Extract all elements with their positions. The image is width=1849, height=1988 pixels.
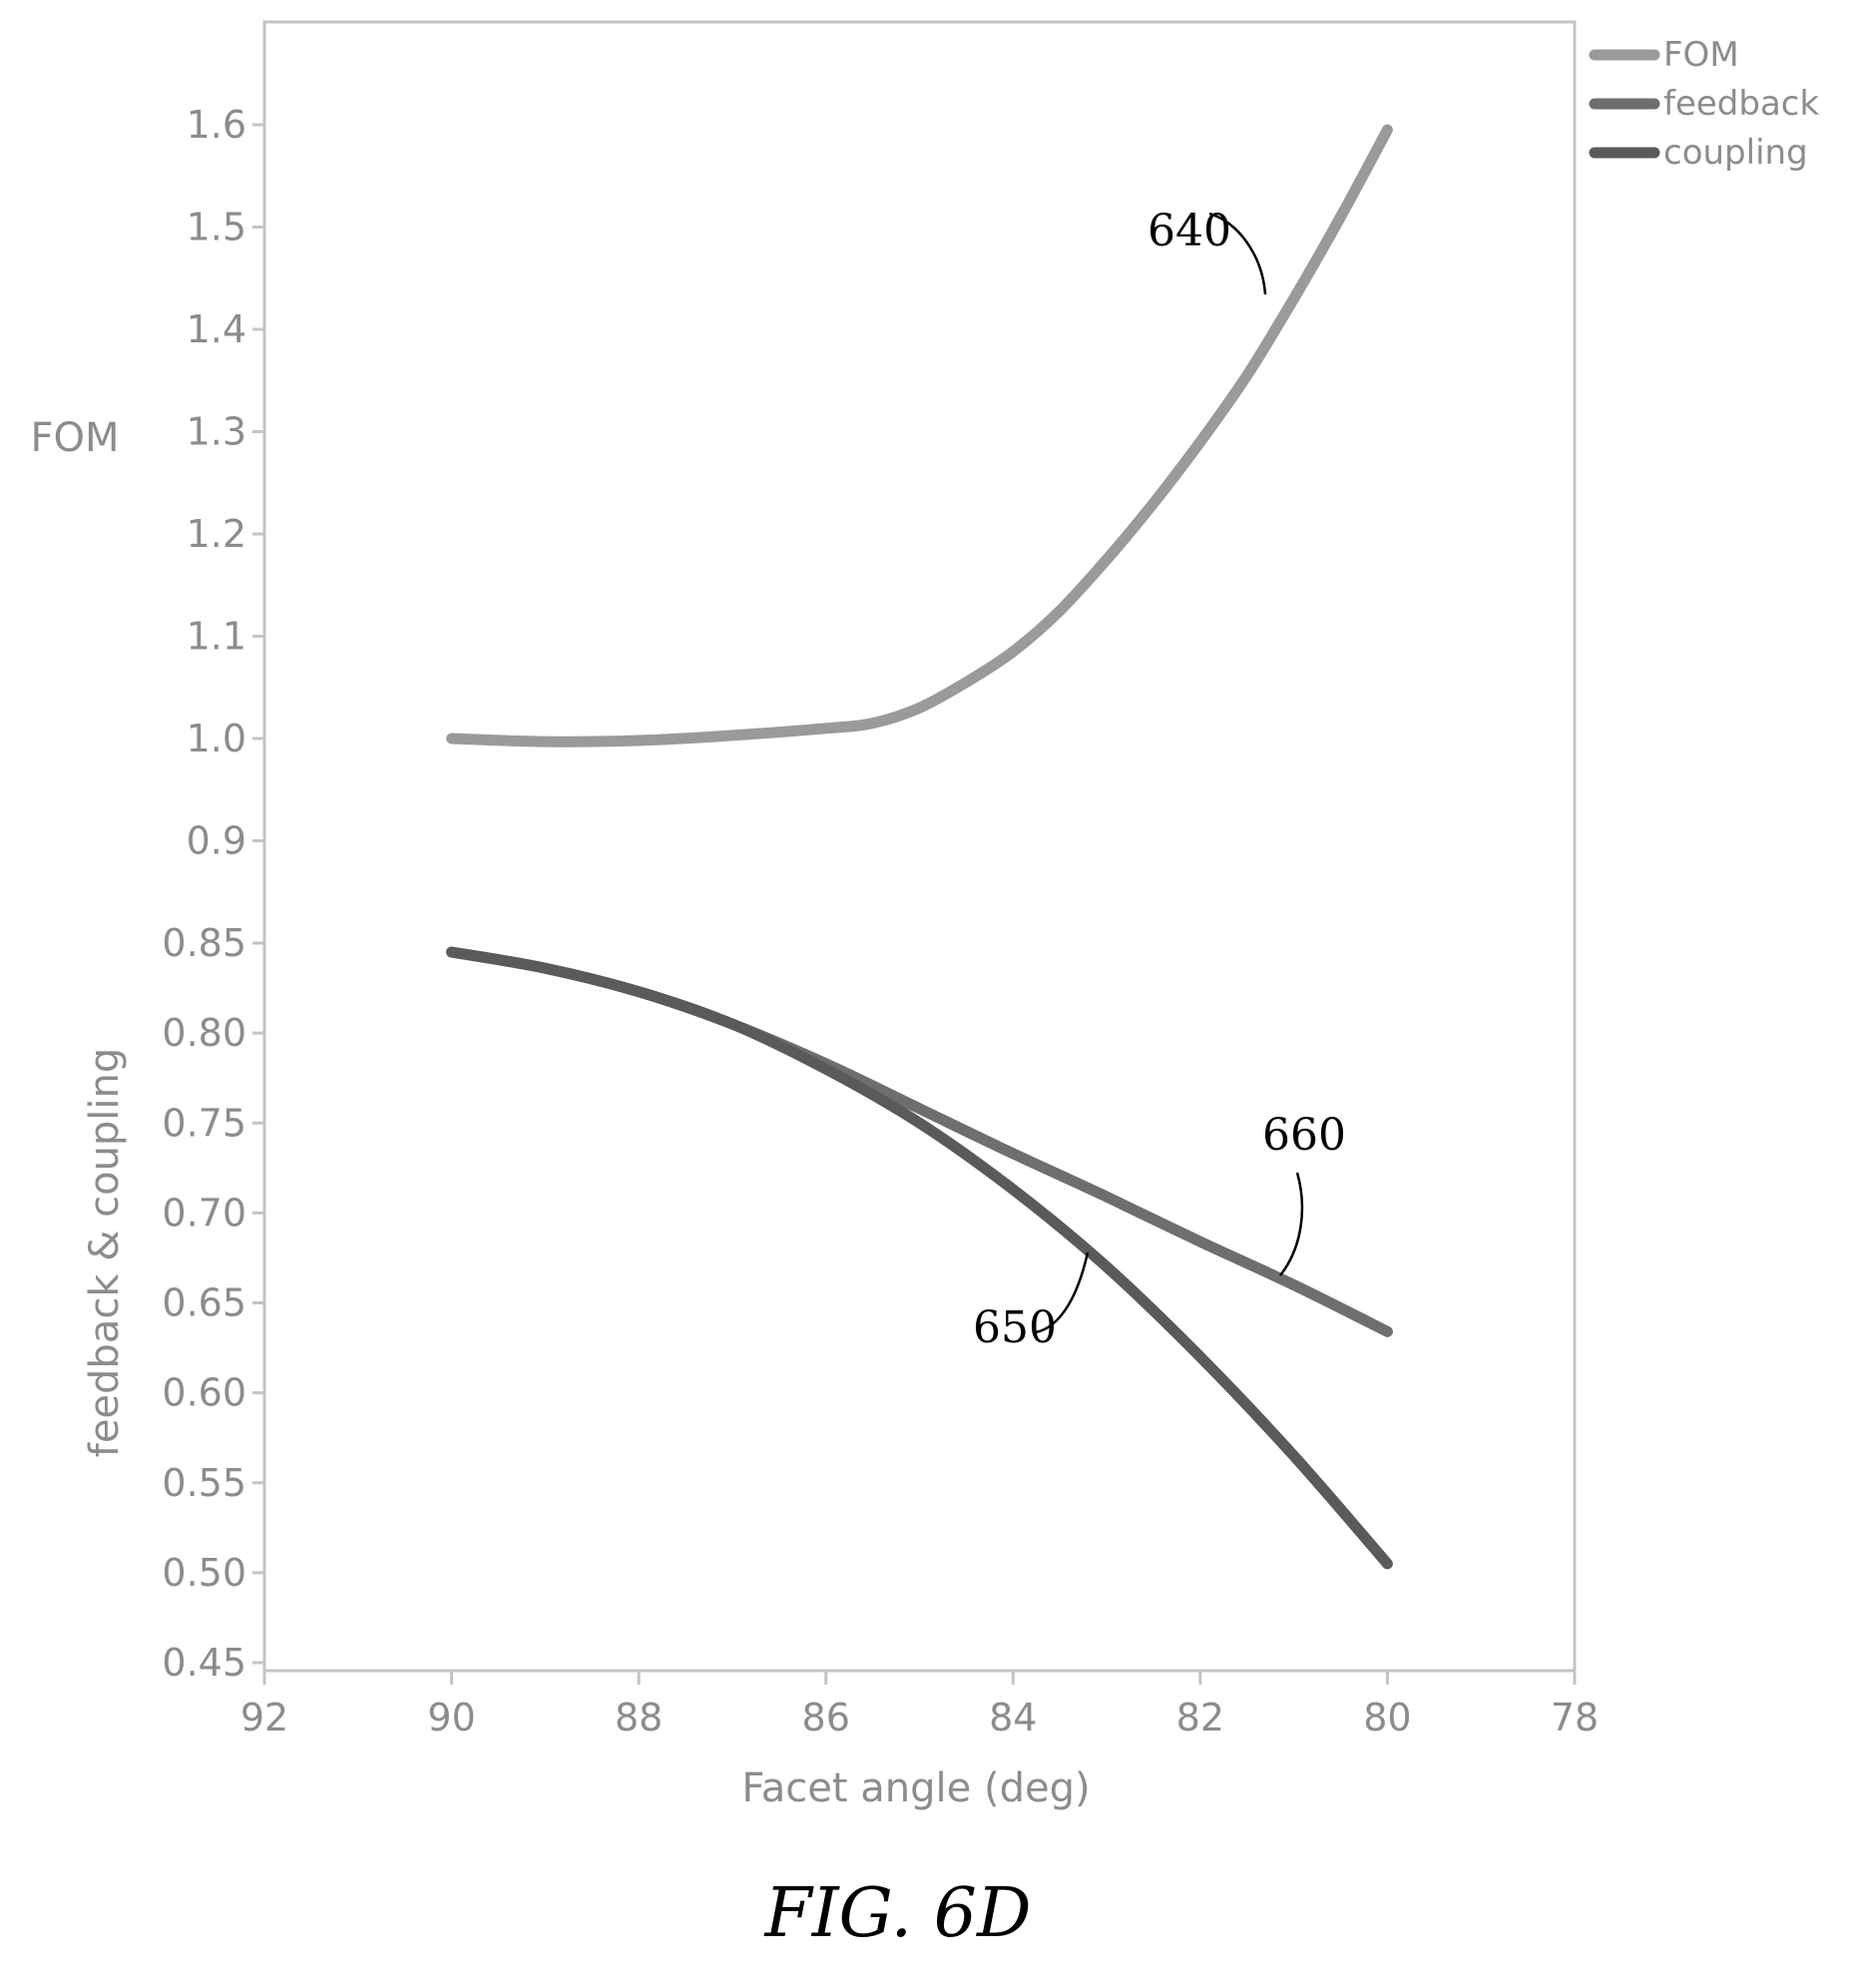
y-tick-label: 0.45 bbox=[162, 1641, 246, 1685]
y-tick-label: 1.2 bbox=[187, 512, 246, 556]
y-tick-label: 0.60 bbox=[162, 1371, 246, 1415]
series-layer bbox=[446, 124, 1393, 1570]
x-axis-title: Facet angle (deg) bbox=[741, 1765, 1090, 1811]
y-axis: 1.0 1.1 1.2 1.3 1.4 1.5 1.6 0.45 0.50 0.55 0.60 0.6… bbox=[162, 103, 264, 1685]
figure-caption: FIG. 6D bbox=[763, 1874, 1032, 1953]
x-axis: 92 90 88 86 84 82 80 78 bbox=[240, 1671, 1599, 1740]
y-tick-label: 1.3 bbox=[187, 410, 246, 454]
y-tick-label: 1.5 bbox=[187, 206, 246, 249]
annotation-660: 660 bbox=[1262, 1110, 1346, 1161]
x-tick-label: 78 bbox=[1551, 1696, 1599, 1740]
x-tick-label: 90 bbox=[427, 1696, 475, 1740]
y-tick-label: 1.0 bbox=[187, 717, 246, 760]
legend: FOM feedback coupling bbox=[1589, 35, 1819, 173]
x-tick-label: 84 bbox=[989, 1696, 1037, 1740]
x-tick-label: 80 bbox=[1363, 1696, 1411, 1740]
series-line-coupling bbox=[446, 946, 1393, 1570]
x-tick-label: 86 bbox=[802, 1696, 850, 1740]
legend-label-fom: FOM bbox=[1663, 35, 1739, 75]
annotation-650: 650 bbox=[973, 1302, 1057, 1353]
x-tick-label: 92 bbox=[240, 1696, 288, 1740]
y-tick-label: 0.55 bbox=[162, 1461, 246, 1505]
leader-line-640 bbox=[1208, 212, 1267, 295]
x-tick-label: 88 bbox=[615, 1696, 663, 1740]
y-tick-label: 1.4 bbox=[187, 307, 246, 351]
series-line-fom bbox=[446, 124, 1393, 747]
y-axis-title-feedback-coupling: feedback & coupling bbox=[82, 1048, 128, 1458]
y-tick-label: 0.80 bbox=[162, 1011, 246, 1055]
annotation-640: 640 bbox=[1148, 206, 1231, 256]
y-tick-label: 0.70 bbox=[162, 1191, 246, 1235]
y-axis-title-fom: FOM bbox=[30, 415, 119, 461]
leader-line-650 bbox=[1035, 1251, 1090, 1334]
y-tick-label: 0.50 bbox=[162, 1551, 246, 1595]
series-line-feedback bbox=[446, 946, 1393, 1337]
y-tick-label: 1.6 bbox=[187, 103, 246, 147]
y-tick-label: 0.9 bbox=[187, 819, 246, 863]
legend-label-coupling: coupling bbox=[1663, 133, 1808, 173]
legend-label-feedback: feedback bbox=[1663, 84, 1819, 124]
y-tick-label: 0.65 bbox=[162, 1281, 246, 1325]
leader-lines bbox=[1035, 212, 1304, 1334]
y-tick-label: 1.1 bbox=[187, 615, 246, 659]
plot-frame bbox=[262, 20, 1577, 1673]
x-tick-label: 82 bbox=[1176, 1696, 1224, 1740]
leader-line-660 bbox=[1279, 1172, 1304, 1276]
y-tick-label: 0.75 bbox=[162, 1101, 246, 1145]
y-tick-label: 0.85 bbox=[162, 921, 246, 965]
